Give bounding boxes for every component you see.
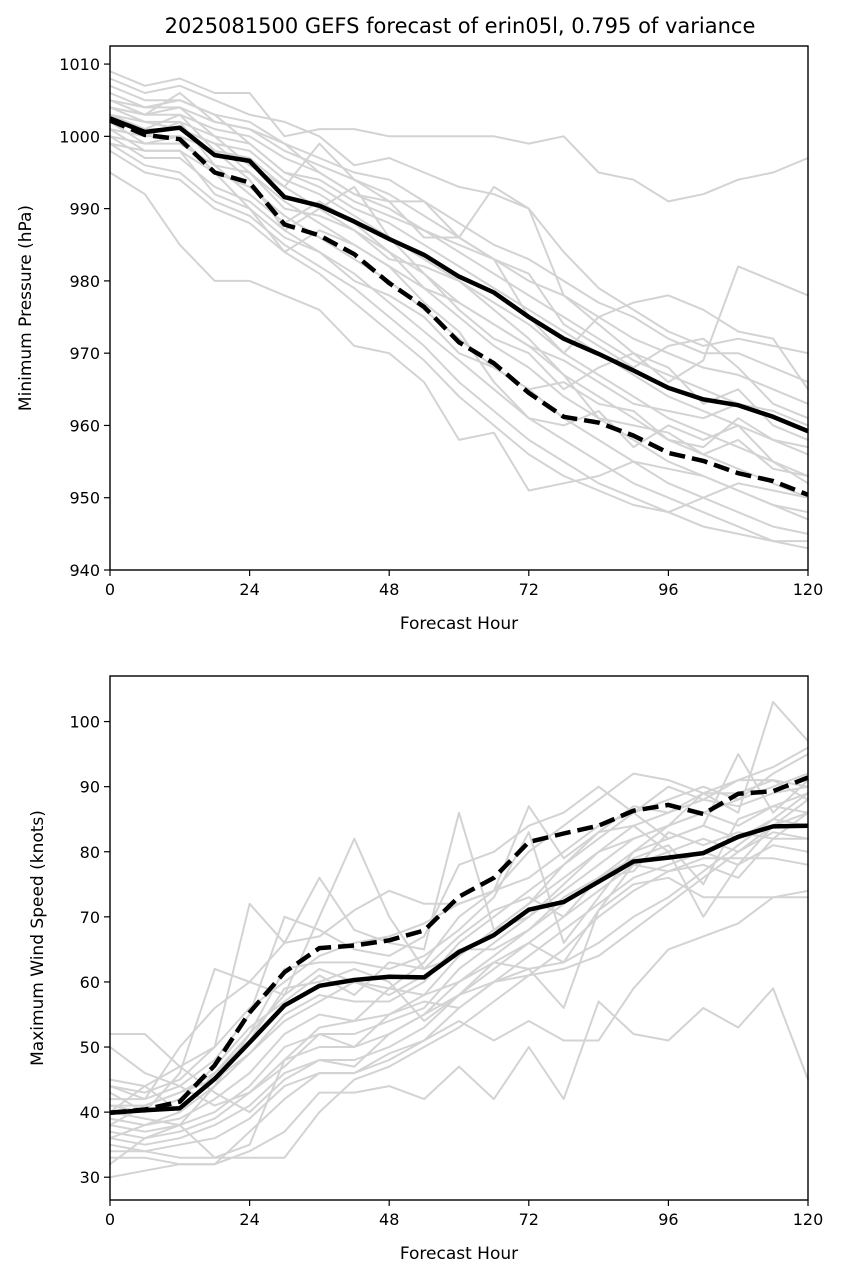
pressure-member-lines [109,70,809,550]
pressure-member-line-22 [109,113,809,477]
pressure-member-line-13 [109,149,809,514]
pressure-y-tick-label-1000: 1000 [59,127,100,146]
pressure-member-line-9 [109,120,809,514]
pressure-member-line-6 [109,106,809,456]
figure-title: 2025081500 GEFS forecast of erin05l, 0.7… [165,14,756,38]
wind-y-tick-label-80: 80 [80,843,100,862]
pressure-y-tick-label-960: 960 [69,416,100,435]
wind-member-line-20 [109,811,809,1114]
wind-x-tick-label-0: 0 [105,1210,115,1229]
wind-plot-frame [109,675,809,1201]
pressure-member-line-10 [109,128,809,535]
wind-x-tick-label-120: 120 [793,1210,824,1229]
wind-member-line-3 [109,753,809,1088]
pressure-y-tick-label-990: 990 [69,200,100,219]
pressure-x-tick-label-72: 72 [519,580,539,599]
pressure-x-axis-label: Forecast Hour [400,614,518,634]
pressure-member-line-5 [109,99,809,434]
wind-mean-lines [109,775,809,1116]
pressure-member-line-3 [109,84,809,384]
pressure-member-line-4 [109,92,809,405]
pressure-y-tick-label-1010: 1010 [59,55,100,74]
pressure-plot-frame [109,45,809,571]
wind-member-line-8 [109,785,809,1127]
pressure-member-line-2 [109,77,809,355]
wind-x-tick-label-24: 24 [239,1210,259,1229]
wind-x-axis: 0 24 48 72 96 120 [105,1200,823,1229]
pressure-y-axis-label: Minimum Pressure (hPa) [16,205,36,411]
pressure-mean-line-solid [109,116,809,434]
wind-member-line-12 [109,831,809,1146]
pressure-mean-line-dashed [109,118,809,497]
wind-member-line-18 [109,779,809,1140]
wind-y-tick-label-90: 90 [80,778,100,797]
pressure-member-line-7 [109,113,809,477]
pressure-member-line-1 [109,70,809,203]
wind-x-tick-label-96: 96 [658,1210,678,1229]
wind-member-line-21 [109,792,809,1114]
wind-y-tick-label-30: 30 [80,1168,100,1187]
pressure-member-line-11 [109,135,809,550]
wind-x-tick-label-72: 72 [519,1210,539,1229]
pressure-x-tick-label-24: 24 [239,580,259,599]
wind-member-lines [109,701,809,1179]
pressure-y-tick-label-940: 940 [69,561,100,580]
wind-member-line-14 [109,857,809,1159]
pressure-member-line-19 [109,142,809,449]
wind-y-axis: 30 40 50 60 70 80 90 100 [69,713,110,1187]
wind-chart: 0 24 48 72 96 120 30 40 50 60 70 80 90 100 Forecast … [28,675,823,1264]
pressure-member-line-20 [109,120,809,427]
wind-mean-line-dashed [109,775,809,1116]
pressure-y-tick-label-980: 980 [69,272,100,291]
wind-member-line-9 [109,779,809,1127]
wind-member-line-19 [109,805,809,1094]
pressure-y-axis: 940 950 960 970 980 990 1000 1010 [59,55,110,580]
wind-member-line-10 [109,805,809,1133]
pressure-member-line-16 [109,106,809,391]
wind-y-tick-label-40: 40 [80,1103,100,1122]
pressure-member-line-14 [109,171,809,521]
pressure-member-line-12 [109,142,809,543]
pressure-member-line-21 [109,99,809,420]
pressure-y-tick-label-970: 970 [69,344,100,363]
pressure-x-tick-label-96: 96 [658,580,678,599]
pressure-x-tick-label-0: 0 [105,580,115,599]
pressure-mean-lines [109,116,809,497]
pressure-y-tick-label-950: 950 [69,489,100,508]
wind-x-axis-label: Forecast Hour [400,1244,518,1264]
wind-x-tick-label-48: 48 [379,1210,399,1229]
pressure-member-line-18 [109,135,809,485]
wind-member-line-22 [109,831,809,1127]
pressure-x-axis: 0 24 48 72 96 120 [105,570,823,599]
pressure-x-tick-label-48: 48 [379,580,399,599]
wind-member-line-17 [109,876,809,1166]
wind-member-line-7 [109,701,809,1107]
wind-y-tick-label-100: 100 [69,713,100,732]
pressure-x-tick-label-120: 120 [793,580,824,599]
wind-member-line-16 [109,889,809,1179]
wind-mean-line-solid [109,823,809,1116]
pressure-chart: 0 24 48 72 96 120 94095096097098099010001010 … [16,45,823,634]
wind-member-line-15 [109,987,809,1166]
wind-y-tick-label-70: 70 [80,908,100,927]
wind-y-axis-label: Maximum Wind Speed (knots) [28,810,48,1066]
wind-y-tick-label-50: 50 [80,1038,100,1057]
pressure-member-line-17 [109,113,809,441]
wind-y-tick-label-60: 60 [80,973,100,992]
